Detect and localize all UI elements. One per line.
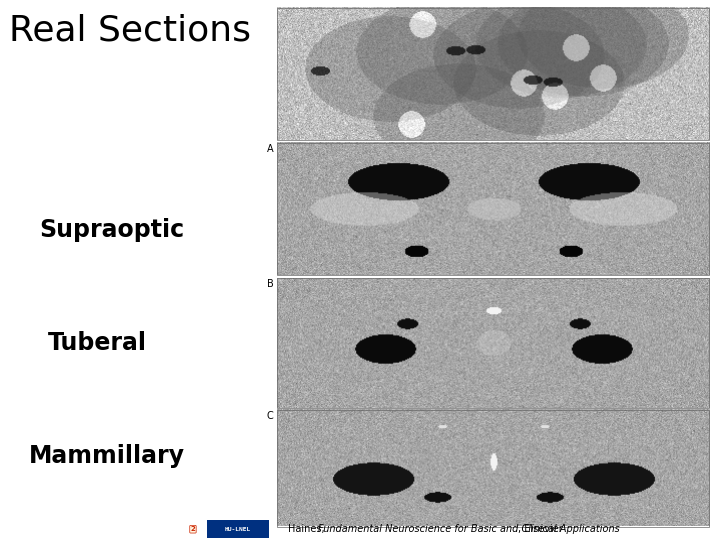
Text: Haines,: Haines, xyxy=(288,523,328,534)
Text: Fundamental Neuroscience for Basic and Clinical Applications: Fundamental Neuroscience for Basic and C… xyxy=(318,523,620,534)
Bar xyxy=(277,410,709,526)
Text: Real Sections: Real Sections xyxy=(9,14,251,48)
Text: HU-LNEL: HU-LNEL xyxy=(225,526,251,532)
Text: Mammillary: Mammillary xyxy=(29,444,184,468)
Text: A: A xyxy=(267,144,274,154)
Bar xyxy=(207,520,269,538)
Bar xyxy=(277,8,709,140)
Text: Supraoptic: Supraoptic xyxy=(39,218,184,241)
Bar xyxy=(277,143,709,275)
Bar xyxy=(277,278,709,408)
Text: C: C xyxy=(267,411,274,422)
Text: 2: 2 xyxy=(191,526,195,532)
Text: , Elsevier: , Elsevier xyxy=(518,523,562,534)
Text: Tuberal: Tuberal xyxy=(48,331,147,355)
Text: B: B xyxy=(267,279,274,289)
